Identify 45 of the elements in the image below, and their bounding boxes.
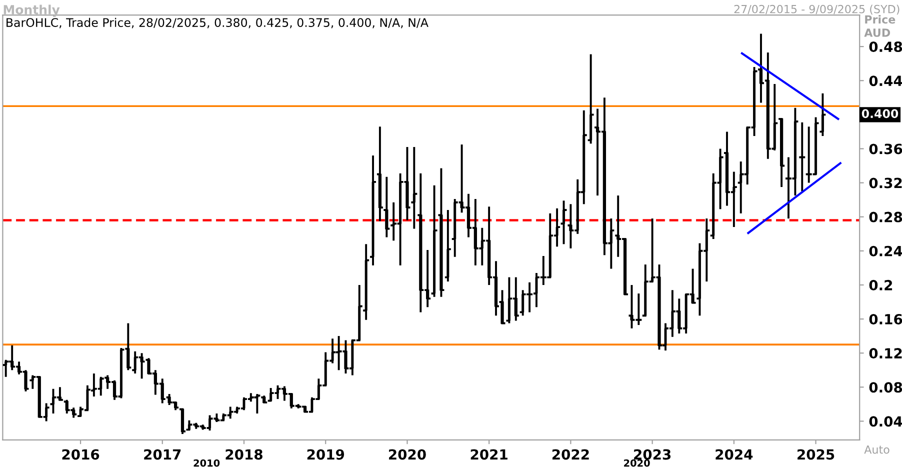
y-tick-label: 0.16 [869, 314, 902, 324]
candlestick [411, 146, 418, 230]
x-tick-label: 2022 [552, 449, 589, 460]
text: Auto [864, 445, 890, 454]
text: 2020 [624, 459, 650, 467]
candlestick [376, 126, 383, 222]
text: 27/02/2015 - 9/09/2025 (SYD) [734, 4, 900, 15]
candlestick [363, 243, 370, 321]
x-tick-label: 2019 [307, 449, 344, 460]
x-tick-label: 2023 [634, 449, 671, 460]
x-tick-label: 2018 [226, 449, 262, 460]
y-axis-title: Price AUD [864, 15, 896, 37]
x-tick-label: 2017 [144, 449, 181, 460]
candlestick [370, 154, 376, 266]
x-tick-label: 2016 [62, 449, 100, 460]
candlestick [799, 121, 806, 192]
x-tick-label: 2024 [716, 449, 753, 460]
y-tick-label: 0.32 [869, 178, 902, 188]
candlestick [384, 176, 390, 238]
y-tick-label: 0.2 [869, 280, 892, 290]
y-tick-label: 0.48 [869, 42, 902, 52]
candlestick [444, 209, 451, 283]
y-tick-label: 0.08 [869, 382, 902, 393]
candlestick [438, 167, 444, 298]
chart-title: Monthly [4, 4, 60, 17]
x-tick-label: 2020 [389, 449, 426, 460]
text: 0.400 [862, 109, 898, 118]
chart-subtitle: BarOHLC, Trade Price, 28/02/2025, 0.380, 0.425, 0.375, 0.400, N/A, N/A [6, 18, 428, 28]
y-tick-label: 0.04 [869, 416, 902, 427]
candlestick [758, 32, 764, 104]
candlestick [180, 407, 186, 435]
candlestick [820, 92, 826, 137]
candlestick [778, 117, 785, 188]
y-tick-label: 0.36 [869, 144, 902, 154]
candlestick [431, 184, 438, 298]
y-tick-label: 0.24 [869, 246, 902, 256]
text: 2010 [194, 459, 220, 467]
x-tick-label: 2025 [798, 449, 834, 460]
y-tick-label: 0.44 [869, 76, 902, 86]
candlestick [588, 53, 594, 145]
y-tick-label: 0.28 [869, 212, 902, 222]
x-tick-label: 2021 [470, 449, 508, 460]
candlestick [261, 394, 268, 404]
y-tick-label: 0.12 [869, 348, 902, 359]
candlestick [560, 200, 567, 246]
